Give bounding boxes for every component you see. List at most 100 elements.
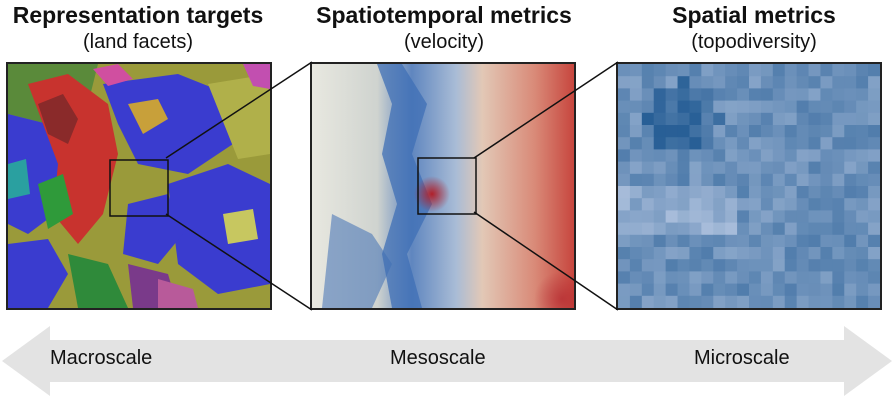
topo-cell — [772, 186, 786, 199]
topo-cell — [868, 149, 880, 163]
topo-cell — [618, 283, 631, 297]
topo-cell — [796, 112, 810, 126]
topo-cell — [832, 210, 845, 224]
topo-cell — [725, 88, 738, 102]
topo-cell — [618, 210, 631, 224]
topo-cell — [737, 198, 750, 211]
topo-cell — [844, 100, 857, 114]
topo-cell — [808, 198, 821, 211]
topo-cell — [689, 125, 702, 138]
topo-cell — [641, 247, 655, 260]
topo-cell — [737, 186, 750, 199]
topo-cell — [618, 88, 631, 102]
topo-cell — [868, 198, 880, 211]
topo-cell — [629, 210, 643, 224]
topo-cell — [749, 295, 762, 308]
topo-cell — [677, 125, 690, 138]
topo-cell — [749, 234, 762, 248]
topo-cell — [725, 295, 738, 308]
topo-cell — [868, 234, 880, 248]
topo-cell — [725, 76, 738, 89]
topo-cell — [618, 271, 631, 285]
topo-cell — [689, 198, 702, 211]
topo-cell — [749, 173, 762, 187]
topo-cell — [737, 161, 750, 175]
topo-cell — [784, 137, 798, 150]
topo-cell — [641, 222, 655, 236]
topo-cell — [641, 149, 655, 163]
topo-cell — [832, 259, 845, 272]
topo-cell — [808, 149, 821, 163]
topo-cell — [677, 198, 690, 211]
topo-cell — [772, 76, 786, 89]
topo-cell — [713, 259, 726, 272]
topo-cell — [629, 112, 643, 126]
topo-cell — [760, 271, 774, 285]
topo-cell — [689, 88, 702, 102]
topo-cell — [689, 247, 702, 260]
topo-cell — [713, 64, 726, 77]
topo-cell — [772, 247, 786, 260]
topo-cell — [749, 125, 762, 138]
topo-cell — [832, 271, 845, 285]
topo-cell — [760, 295, 774, 308]
topo-cell — [653, 88, 667, 102]
topo-cell — [618, 161, 631, 175]
topo-cell — [796, 283, 810, 297]
topo-cell — [725, 100, 738, 114]
topo-cell — [677, 259, 690, 272]
topo-cell — [713, 161, 726, 175]
topo-cell — [725, 210, 738, 224]
topo-cell — [760, 88, 774, 102]
topo-cell — [760, 259, 774, 272]
topo-cell — [701, 210, 714, 224]
topo-cell — [641, 64, 655, 77]
topo-cell — [772, 125, 786, 138]
topo-cell — [784, 210, 798, 224]
topo-cell — [629, 149, 643, 163]
topo-cell — [868, 64, 880, 77]
topo-cell — [737, 88, 750, 102]
topo-cell — [629, 161, 643, 175]
topo-cell — [677, 247, 690, 260]
topo-cell — [725, 137, 738, 150]
panel-subtitle-spatial: (topodiversity) — [691, 31, 817, 53]
topo-cell — [749, 137, 762, 150]
topo-cell — [820, 234, 833, 248]
topo-cell — [796, 222, 810, 236]
panel-title-spatiotemporal: Spatiotemporal metrics — [316, 2, 572, 28]
topo-cell — [629, 295, 643, 308]
topo-cell — [808, 247, 821, 260]
topo-cell — [689, 137, 702, 150]
topo-cell — [713, 137, 726, 150]
topo-cell — [737, 125, 750, 138]
topo-cell — [689, 271, 702, 285]
topo-cell — [653, 76, 667, 89]
topo-cell — [820, 112, 833, 126]
topo-cell — [796, 198, 810, 211]
topo-cell — [653, 222, 667, 236]
topo-cell — [844, 64, 857, 77]
topo-cell — [820, 161, 833, 175]
topo-cell — [832, 161, 845, 175]
topo-cell — [832, 234, 845, 248]
topo-cell — [618, 76, 631, 89]
topo-cell — [856, 247, 869, 260]
topo-cell — [749, 210, 762, 224]
topo-cell — [677, 100, 690, 114]
topo-cell — [760, 161, 774, 175]
topo-cell — [629, 222, 643, 236]
topo-cell — [784, 283, 798, 297]
topo-cell — [701, 88, 714, 102]
topo-cell — [844, 234, 857, 248]
topo-cell — [725, 186, 738, 199]
topo-cell — [653, 271, 667, 285]
topo-cell — [701, 112, 714, 126]
topo-cell — [832, 100, 845, 114]
topo-cell — [832, 125, 845, 138]
topo-cell — [760, 125, 774, 138]
topo-cell — [665, 112, 679, 126]
topo-cell — [856, 271, 869, 285]
topo-cell — [784, 259, 798, 272]
topo-cell — [618, 295, 631, 308]
